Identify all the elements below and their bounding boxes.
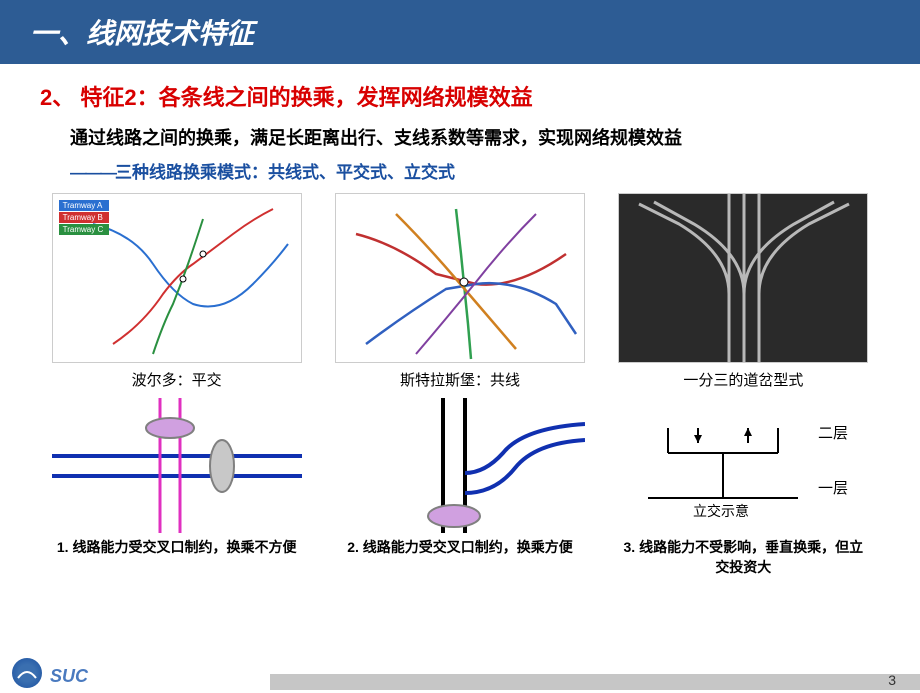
diagram-grade-sep: 二层 一层 立交示意: [618, 398, 868, 533]
legend-a: Tramway A: [59, 200, 109, 211]
cell-diag2: 2. 线路能力受交叉口制约，换乘方便: [323, 390, 596, 577]
cell-strasbourg: 斯特拉斯堡：共线: [323, 193, 596, 390]
map-bordeaux: Tramway A Tramway B Tramway C: [52, 193, 302, 363]
switch-svg: [619, 194, 868, 363]
caption-bordeaux: 波尔多：平交: [132, 369, 222, 390]
mode-line: ———三种线路换乘模式：共线式、平交式、立交式: [70, 158, 880, 183]
row-images: Tramway A Tramway B Tramway C 波尔多：平交: [40, 193, 880, 390]
footer-bar: [270, 674, 920, 690]
dash: ———: [70, 163, 115, 182]
tram-legend: Tramway A Tramway B Tramway C: [59, 200, 109, 236]
cell-switch: 一分三的道岔型式: [607, 193, 880, 390]
cell-diag3: 二层 一层 立交示意 3. 线路能力不受影响，垂直换乘，但立交投资大: [607, 390, 880, 577]
cell-diag1: 1. 线路能力受交叉口制约，换乘不方便: [40, 390, 313, 577]
content-area: 2、 特征2：各条线之间的换乘，发挥网络规模效益 通过线路之间的换乘，满足长距离…: [0, 64, 920, 577]
photo-switch: [618, 193, 868, 363]
legend-b: Tramway B: [59, 212, 109, 223]
map-strasbourg: [335, 193, 585, 363]
caption-diag1: 1. 线路能力受交叉口制约，换乘不方便: [57, 537, 297, 557]
label-center: 立交示意: [693, 503, 749, 519]
footer-brand: SUC: [50, 666, 88, 687]
label-bottom: 一层: [818, 480, 848, 497]
slide-title: 一、线网技术特征: [0, 0, 920, 64]
diagram-shared: [335, 398, 585, 533]
subtitle: 2、 特征2：各条线之间的换乘，发挥网络规模效益: [40, 80, 880, 112]
strasbourg-svg: [336, 194, 585, 363]
mode-text: 三种线路换乘模式：共线式、平交式、立交式: [115, 163, 455, 182]
footer: SUC 3: [0, 662, 920, 690]
description: 通过线路之间的换乘，满足长距离出行、支线系数等需求，实现网络规模效益: [70, 124, 880, 150]
cell-bordeaux: Tramway A Tramway B Tramway C 波尔多：平交: [40, 193, 313, 390]
label-top: 二层: [818, 425, 848, 442]
caption-switch: 一分三的道岔型式: [683, 369, 803, 390]
caption-diag3: 3. 线路能力不受影响，垂直换乘，但立交投资大: [618, 537, 868, 577]
footer-logo-icon: [12, 658, 42, 688]
page-number: 3: [888, 672, 896, 688]
caption-diag2: 2. 线路能力受交叉口制约，换乘方便: [347, 537, 573, 557]
row-diagrams: 1. 线路能力受交叉口制约，换乘不方便 2. 线路能力受交叉口制约，换乘方便: [40, 390, 880, 577]
diagram-crossing: [52, 398, 302, 533]
legend-c: Tramway C: [59, 224, 109, 235]
subtitle-num: 2、: [40, 85, 74, 110]
caption-strasbourg: 斯特拉斯堡：共线: [400, 369, 520, 390]
subtitle-text: 特征2：各条线之间的换乘，发挥网络规模效益: [80, 85, 532, 110]
